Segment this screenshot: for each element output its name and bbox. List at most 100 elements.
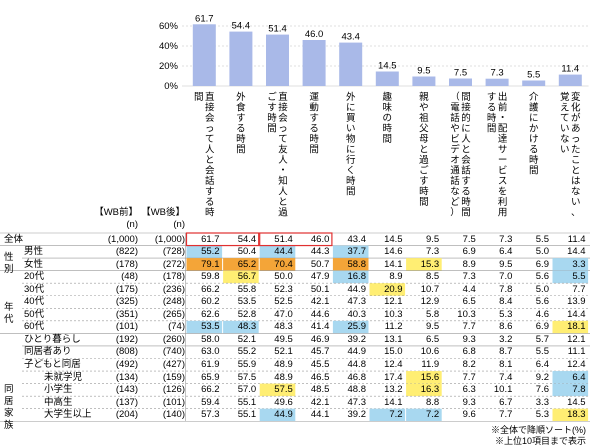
table-cell: 14.4	[567, 246, 586, 258]
table-cell: 5.3	[535, 409, 549, 421]
y-tick-label: 40%	[159, 41, 179, 52]
table-cell: 7.3	[462, 271, 476, 283]
table-cell: 13.2	[384, 384, 403, 396]
table-cell: 7.7	[499, 409, 513, 421]
highlight-cell	[186, 245, 223, 259]
table-cell: 59.8	[201, 271, 220, 283]
category-label: 外食する時間	[236, 91, 246, 156]
n-after: (248)	[162, 296, 185, 308]
table-cell: 7.7	[462, 321, 476, 333]
bar	[302, 40, 326, 86]
table-cell: 6.4	[499, 246, 513, 258]
table-cell: 52.1	[274, 346, 293, 358]
n-before: (325)	[115, 296, 138, 308]
table-cell: 10.7	[420, 283, 440, 295]
table-cell: 9.3	[462, 333, 476, 345]
table-cell: 5.3	[499, 308, 513, 320]
highlight-cell	[552, 371, 589, 384]
table-cell: 13.1	[384, 333, 403, 345]
table-cell: 39.2	[347, 333, 366, 345]
highlight-cell	[259, 245, 296, 259]
table-cell: 40.3	[347, 308, 366, 320]
table-lines	[0, 232, 590, 422]
table-cell: 7.7	[572, 283, 586, 295]
table-cell: 9.5	[499, 258, 513, 270]
group-label: 年代	[4, 302, 14, 326]
table-cell: 48.8	[347, 384, 366, 396]
table-cell: 46.9	[310, 333, 330, 345]
category-label: 直接会って友人・知人と過ごす時間	[267, 91, 288, 219]
table-cell: 52.3	[274, 283, 293, 295]
highlight-cell	[259, 408, 296, 422]
highlight-cell	[223, 258, 259, 271]
table-cell: 46.5	[310, 371, 330, 383]
n-before: (101)	[115, 321, 138, 333]
n-after: (740)	[162, 346, 185, 358]
table-cell: 18.3	[567, 409, 586, 421]
table-cell: 10.3	[457, 308, 476, 320]
bar-value-labels: 61.7 54.4 51.4 46.0 43.4 14.5 9.5 7.5 7.3 5.5 11.4	[195, 13, 579, 80]
table-cell: 53.5	[237, 296, 257, 308]
table-cell: 6.4	[572, 371, 586, 383]
table-cell: 12.1	[567, 333, 586, 345]
table-cell: 7.7	[462, 371, 476, 383]
category-label: 外に買い物に行く時間	[346, 91, 356, 198]
table-cell: 18.1	[567, 321, 586, 333]
n-before: (822)	[115, 246, 138, 258]
table-cell: 55.9	[237, 359, 257, 370]
highlight-cell	[332, 258, 369, 271]
table-cell: 58.8	[347, 258, 366, 270]
table-cell: 8.7	[499, 346, 513, 358]
bar	[266, 34, 289, 86]
table-cell: 66.2	[201, 283, 220, 295]
highlight-cell	[332, 320, 369, 334]
table-cell: 47.9	[310, 271, 330, 283]
n-after: (140)	[162, 409, 185, 421]
table-cell: 44.3	[310, 246, 330, 258]
n-before: (134)	[115, 371, 138, 383]
table-cell: 11.4	[567, 233, 586, 245]
bar	[192, 24, 216, 86]
table-cell: 12.4	[384, 359, 403, 370]
table-cell: 15.6	[420, 371, 440, 383]
n-after: (1,000)	[154, 233, 185, 245]
table-cell: 9.5	[425, 233, 440, 245]
n-after: (728)	[162, 246, 185, 258]
table-cell: 52.5	[274, 296, 293, 308]
table-cell: 46.8	[347, 371, 366, 383]
table-cell: 55.2	[201, 246, 220, 258]
table-cell: 7.2	[425, 409, 440, 421]
table-cell: 6.5	[462, 296, 476, 308]
n-after: (126)	[162, 384, 185, 396]
header-wb-after: 【WB後】	[141, 207, 185, 218]
row-label: 全体	[4, 233, 24, 245]
table-cell: 45.7	[310, 346, 330, 358]
bar	[412, 76, 436, 86]
table-cell: 16.8	[347, 271, 366, 283]
table-cell: 60.2	[201, 296, 220, 308]
row-label: 同居者あり	[24, 346, 72, 358]
table-cell: 5.7	[535, 333, 549, 345]
table-cell: 44.1	[310, 409, 330, 421]
table-cell: 49.6	[274, 396, 293, 408]
table-cell: 8.1	[499, 359, 513, 370]
table-cell: 3.3	[535, 396, 549, 408]
highlight-cell	[552, 408, 589, 422]
category-labels: 直接会って人と会話する時間 外食する時間 直接会って友人・知人と過ごす時間 運動する時…	[194, 91, 581, 219]
n-after: (159)	[162, 371, 185, 383]
table-cell: 12.1	[384, 296, 403, 308]
table-cell: 59.4	[201, 396, 220, 408]
table-cell: 14.4	[567, 308, 586, 320]
table-cell: 25.9	[347, 321, 366, 333]
category-label: 出前・配達サービスを利用する時間	[487, 91, 508, 219]
table-cell: 56.7	[237, 271, 257, 283]
table-cell: 44.8	[347, 359, 366, 370]
table-cell: 5.0	[535, 246, 549, 258]
table-cell: 57.5	[274, 384, 293, 396]
table-cell: 79.1	[201, 258, 220, 270]
table-cell: 53.5	[201, 321, 220, 333]
table-cell: 5.8	[425, 308, 440, 320]
table-cell: 14.1	[384, 396, 403, 408]
table-cell: 48.9	[274, 371, 293, 383]
